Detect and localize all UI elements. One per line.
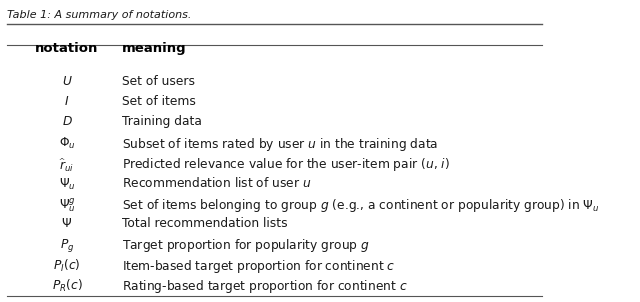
Text: Item-based target proportion for continent $c$: Item-based target proportion for contine…	[122, 258, 395, 275]
Text: $P_g$: $P_g$	[60, 237, 74, 255]
Text: $\Psi_u$: $\Psi_u$	[59, 176, 76, 191]
Text: $P_I(c)$: $P_I(c)$	[53, 258, 81, 274]
Text: $P_R(c)$: $P_R(c)$	[51, 278, 83, 294]
Text: $I$: $I$	[64, 95, 70, 108]
Text: $D$: $D$	[61, 115, 72, 128]
Text: Set of items: Set of items	[122, 95, 195, 108]
Text: Subset of items rated by user $u$ in the training data: Subset of items rated by user $u$ in the…	[122, 136, 438, 153]
Text: $\widehat{r}_{ui}$: $\widehat{r}_{ui}$	[60, 156, 74, 174]
Text: Training data: Training data	[122, 115, 202, 128]
Text: Set of users: Set of users	[122, 75, 195, 88]
Text: $U$: $U$	[61, 75, 72, 88]
Text: notation: notation	[35, 42, 99, 55]
Text: Predicted relevance value for the user-item pair ($u$, $i$): Predicted relevance value for the user-i…	[122, 156, 449, 173]
Text: $\Psi_u^g$: $\Psi_u^g$	[58, 197, 76, 214]
Text: Rating-based target proportion for continent $c$: Rating-based target proportion for conti…	[122, 278, 407, 295]
Text: Set of items belonging to group $g$ (e.g., a continent or popularity group) in $: Set of items belonging to group $g$ (e.g…	[122, 197, 599, 214]
Text: $\Psi$: $\Psi$	[61, 217, 72, 230]
Text: $\Phi_u$: $\Phi_u$	[59, 136, 76, 151]
Text: Recommendation list of user $u$: Recommendation list of user $u$	[122, 176, 311, 191]
Text: meaning: meaning	[122, 42, 186, 55]
Text: Target proportion for popularity group $g$: Target proportion for popularity group $…	[122, 237, 369, 255]
Text: Total recommendation lists: Total recommendation lists	[122, 217, 287, 230]
Text: Table 1: A summary of notations.: Table 1: A summary of notations.	[7, 10, 191, 20]
